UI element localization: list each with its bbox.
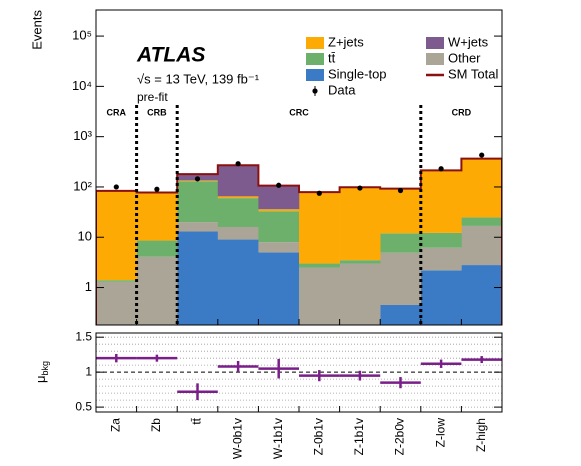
- stack-segment: [96, 281, 137, 325]
- region-label: CRB: [147, 107, 167, 117]
- data-point: [113, 184, 119, 190]
- stack-segment: [340, 338, 381, 375]
- x-tick-label: tt̄: [190, 417, 204, 424]
- legend-swatch: [426, 37, 444, 49]
- legend-swatch: [426, 53, 444, 65]
- stack-segment: [461, 158, 502, 218]
- stack-segment: [461, 265, 502, 325]
- x-tick-label: Z-0b1v: [311, 418, 325, 455]
- y-tick-label: 10⁴: [72, 78, 92, 93]
- x-tick-label: W-0b1v: [230, 418, 244, 459]
- data-point: [357, 185, 363, 191]
- y-tick-label: 0.5: [75, 399, 92, 413]
- legend-label: SM Total: [448, 66, 498, 81]
- stack-segment: [177, 181, 219, 223]
- x-tick-label: Zb: [149, 418, 163, 432]
- stack-segment: [339, 187, 381, 261]
- region-label: CRA: [107, 107, 127, 117]
- ratio-plot: [96, 336, 502, 408]
- overlay: CRA CRB CRC CRD 1 10 10² 10³ 10⁴ 10⁵ Z+jets W+jets t…: [72, 9, 503, 459]
- x-tick-label: Z-1b1v: [352, 418, 366, 455]
- data-point: [276, 182, 282, 188]
- y-axis-label: Events: [29, 10, 44, 50]
- stack-segment: [258, 242, 300, 253]
- stack-segment: [380, 233, 422, 253]
- data-point: [316, 190, 322, 196]
- stack-segment: [136, 256, 178, 325]
- data-point: [194, 176, 201, 182]
- legend-label: tt̄: [328, 50, 336, 65]
- stack-segment: [96, 280, 137, 282]
- stack-segment: [96, 191, 137, 281]
- stack-segment: [258, 211, 300, 243]
- stack-segment: [380, 304, 422, 325]
- legend-label: W+jets: [448, 34, 489, 49]
- sm-total-line: [96, 157, 502, 325]
- stack-segment: [136, 240, 178, 257]
- x-tick-label: Z-low: [433, 418, 447, 448]
- data-point: [235, 161, 241, 167]
- ratio-y-symbol: μ: [33, 376, 48, 384]
- data-point: [154, 186, 160, 192]
- region-label: CRC: [289, 107, 309, 117]
- legend-label: Single-top: [328, 66, 387, 81]
- stack-segment: [136, 192, 178, 241]
- stack-segment: [420, 232, 462, 248]
- x-tick-label: W-1b1v: [271, 418, 285, 459]
- stack-segment: [258, 209, 300, 212]
- y-tick-label: 10²: [73, 178, 92, 193]
- stack-segment: [217, 198, 259, 227]
- y-tick-label: 10: [78, 229, 92, 244]
- y-tick-label: 10³: [73, 128, 92, 143]
- ratio-y-label: μbkg: [33, 361, 50, 383]
- stack-segment: [299, 263, 340, 268]
- x-tick-label: Z-high: [474, 418, 488, 452]
- stack-segment: [420, 170, 462, 233]
- region-label: CRD: [452, 107, 472, 117]
- stack-segment: [258, 185, 300, 210]
- stack-segment: [177, 231, 219, 325]
- stack-segment: [217, 165, 259, 197]
- data-point: [438, 166, 444, 172]
- legend-swatch: [306, 69, 324, 81]
- legend-label: Data: [328, 82, 356, 97]
- legend-label: Other: [448, 50, 481, 65]
- ratio-y-subscript: bkg: [40, 361, 50, 376]
- legend-swatch: [306, 37, 324, 49]
- x-tick-label: Za: [108, 418, 122, 432]
- stack-segment: [299, 192, 340, 264]
- fit-label: pre-fit: [137, 90, 168, 104]
- y-tick-label: 1: [85, 279, 92, 294]
- y-tick-label: 1.5: [75, 329, 92, 343]
- stack-segment: [420, 247, 462, 271]
- energy-label: √s = 13 TeV, 139 fb⁻¹: [137, 71, 260, 86]
- stack-segment: [258, 252, 300, 325]
- atlas-label: ATLAS: [136, 44, 205, 67]
- stack-segment: [339, 263, 381, 325]
- stack-segment: [217, 226, 259, 240]
- stack-segment: [461, 225, 502, 266]
- stack-segment: [461, 217, 502, 226]
- data-point: [479, 152, 485, 158]
- stack-segment: [420, 270, 462, 325]
- stack-segment: [299, 267, 340, 325]
- stack-segment: [339, 260, 381, 264]
- stack-segment: [380, 252, 422, 305]
- stack-segment: [217, 239, 259, 325]
- y-tick-label: 1: [85, 364, 92, 378]
- stack-segment: [380, 188, 422, 234]
- x-tick-label: Z-2b0v: [393, 418, 407, 455]
- stack-segment: [177, 222, 219, 232]
- legend-label: Z+jets: [328, 34, 364, 49]
- data-point: [397, 187, 404, 194]
- stack-segment: [299, 338, 340, 375]
- main-plot: [96, 152, 502, 375]
- y-tick-label: 10⁵: [72, 28, 92, 43]
- stack-segment: [217, 196, 259, 199]
- legend-swatch: [306, 53, 324, 65]
